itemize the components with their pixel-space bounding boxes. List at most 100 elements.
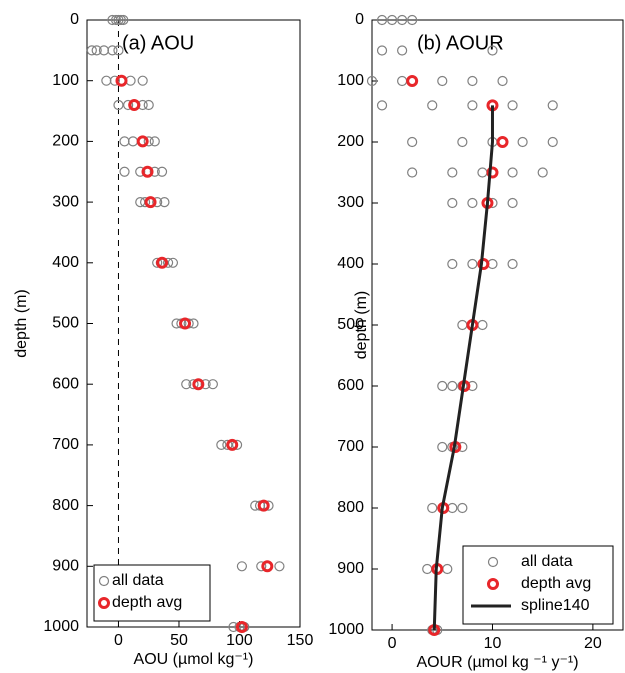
data-point	[127, 136, 139, 147]
data-point	[442, 563, 453, 575]
avg-point	[128, 98, 141, 111]
data-point	[467, 258, 478, 270]
y-tick-label: 700	[52, 436, 79, 453]
data-point	[397, 45, 408, 56]
y-tick-label: 800	[52, 497, 79, 514]
data-point	[487, 556, 499, 568]
y-tick-label: 300	[337, 194, 364, 211]
y-tick-label: 100	[337, 72, 364, 89]
data-point	[407, 167, 418, 178]
data-point	[507, 100, 518, 111]
data-point	[123, 99, 134, 111]
data-point	[467, 100, 478, 111]
x-tick-label: 150	[287, 632, 314, 649]
data-point	[143, 136, 154, 147]
data-point	[115, 14, 126, 26]
data-point	[427, 100, 438, 111]
data-point	[467, 75, 478, 87]
avg-point	[156, 256, 169, 269]
data-point	[152, 197, 163, 208]
data-point	[274, 561, 285, 572]
legend-label: depth avg	[521, 575, 591, 592]
data-point	[477, 319, 488, 331]
data-point	[366, 75, 378, 87]
data-point	[149, 136, 160, 147]
avg-point	[226, 438, 239, 451]
x-tick-label: 50	[170, 632, 188, 649]
data-point	[101, 75, 112, 86]
avg-point	[179, 317, 192, 330]
data-point	[467, 197, 478, 209]
data-point	[422, 563, 433, 575]
avg-point	[235, 621, 248, 633]
y-tick-label: 700	[337, 438, 364, 455]
y-axis-label: depth (m)	[353, 291, 370, 359]
data-point	[119, 136, 130, 147]
legend-label: spline140	[521, 597, 590, 614]
data-point	[113, 45, 124, 56]
data-point	[159, 197, 170, 208]
data-point	[113, 99, 124, 111]
x-tick-label: 0	[388, 635, 397, 652]
avg-point	[98, 597, 110, 609]
data-point	[517, 136, 528, 148]
legend-label: all data	[112, 572, 164, 589]
panel-title: (a) AOU	[122, 32, 194, 54]
data-point	[427, 502, 438, 514]
data-point	[216, 439, 227, 450]
data-point	[507, 197, 518, 209]
data-point	[207, 379, 218, 390]
data-point	[119, 166, 130, 177]
y-tick-label: 0	[355, 11, 364, 28]
plot-frame	[371, 19, 624, 631]
y-tick-label: 200	[337, 133, 364, 150]
avg-point	[141, 165, 154, 178]
y-tick-label: 400	[337, 255, 364, 272]
data-point	[457, 319, 468, 331]
y-tick-label: 300	[52, 193, 79, 210]
data-point	[507, 167, 518, 178]
y-tick-label: 900	[52, 558, 79, 575]
data-point	[181, 379, 192, 390]
data-point	[156, 166, 168, 177]
x-tick-label: 100	[226, 632, 253, 649]
data-point	[139, 197, 151, 208]
avg-point	[115, 74, 128, 87]
data-point	[263, 500, 274, 511]
legend-label: all data	[521, 553, 573, 570]
data-point	[107, 45, 118, 56]
y-tick-label: 100	[52, 72, 79, 89]
data-point	[487, 45, 498, 56]
y-tick-label: 600	[52, 375, 79, 392]
data-point	[376, 100, 388, 111]
panel: 0 50 100 150 0 100 200 300 400 500 600 700 800 900 100…	[13, 11, 313, 668]
avg-point	[192, 378, 205, 391]
data-point	[447, 167, 458, 178]
y-tick-label: 500	[337, 316, 364, 333]
legend: all data depth avg spline140	[462, 545, 614, 625]
data-point	[447, 380, 458, 392]
data-point	[256, 561, 267, 572]
y-tick-label: 400	[52, 254, 79, 271]
data-point	[447, 197, 458, 209]
x-tick-label: 0	[114, 632, 123, 649]
avg-point	[257, 499, 270, 512]
data-point	[152, 257, 163, 268]
data-point	[98, 575, 110, 587]
y-tick-label: 800	[337, 499, 364, 516]
y-tick-label: 600	[337, 377, 364, 394]
data-point	[397, 75, 408, 87]
panel-title: (b) AOUR	[417, 32, 504, 54]
data-point	[113, 14, 124, 26]
data-point	[222, 439, 233, 450]
data-point	[437, 380, 448, 392]
y-tick-label: 0	[70, 11, 79, 28]
data-point	[407, 136, 418, 148]
avg-point	[487, 578, 499, 590]
legend-label: depth avg	[112, 594, 182, 611]
data-point	[110, 14, 122, 26]
data-point	[477, 167, 488, 178]
data-point	[437, 441, 448, 453]
legend-box	[93, 564, 211, 622]
y-tick-label: 1000	[43, 618, 79, 635]
